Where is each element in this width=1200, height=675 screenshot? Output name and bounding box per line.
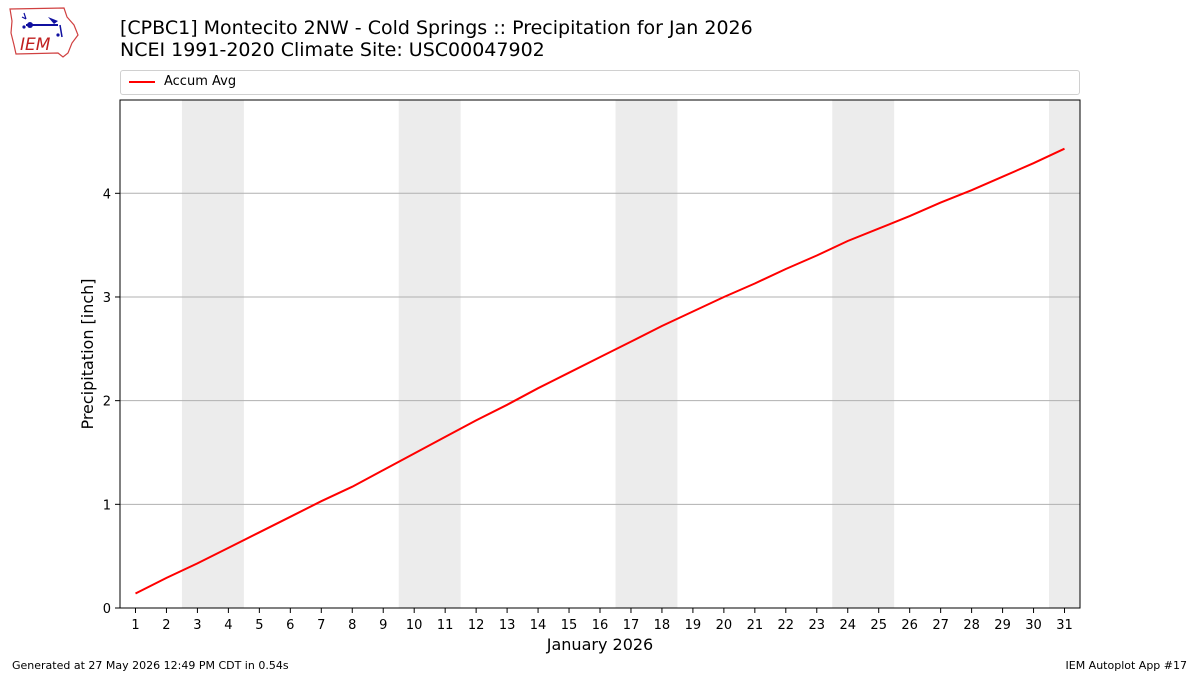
y-tick-label: 0 bbox=[103, 602, 111, 617]
y-axis-label: Precipitation [inch] bbox=[78, 278, 97, 429]
x-tick-label: 6 bbox=[286, 618, 294, 633]
weekend-band bbox=[832, 100, 895, 608]
x-tick-label: 26 bbox=[901, 618, 918, 633]
x-tick-label: 8 bbox=[348, 618, 356, 633]
legend-label: Accum Avg bbox=[164, 74, 237, 89]
chart-subtitle: NCEI 1991-2020 Climate Site: USC00047902 bbox=[120, 39, 545, 61]
x-tick-label: 5 bbox=[255, 618, 263, 633]
iem-logo: IEM bbox=[9, 7, 79, 58]
legend-swatch bbox=[129, 81, 155, 83]
x-tick-label: 15 bbox=[561, 618, 578, 633]
weekend-band bbox=[615, 100, 678, 608]
x-tick-label: 12 bbox=[468, 618, 485, 633]
x-tick-label: 10 bbox=[406, 618, 423, 633]
x-tick-label: 22 bbox=[778, 618, 795, 633]
x-tick-label: 30 bbox=[1025, 618, 1042, 633]
x-tick-label: 28 bbox=[963, 618, 980, 633]
x-tick-label: 17 bbox=[623, 618, 640, 633]
x-tick-label: 9 bbox=[379, 618, 387, 633]
y-tick-label: 1 bbox=[103, 498, 111, 513]
x-tick-label: 29 bbox=[994, 618, 1011, 633]
x-tick-label: 11 bbox=[437, 618, 454, 633]
x-tick-label: 7 bbox=[317, 618, 325, 633]
weekend-band bbox=[398, 100, 461, 608]
x-tick-label: 13 bbox=[499, 618, 516, 633]
x-tick-label: 24 bbox=[839, 618, 856, 633]
app-label: IEM Autoplot App #17 bbox=[1065, 659, 1188, 672]
weekend-band bbox=[181, 100, 244, 608]
x-tick-label: 27 bbox=[932, 618, 949, 633]
x-tick-label: 3 bbox=[193, 618, 201, 633]
x-tick-label: 4 bbox=[224, 618, 232, 633]
x-tick-label: 31 bbox=[1056, 618, 1073, 633]
weekend-band bbox=[1049, 100, 1080, 608]
logo-text: IEM bbox=[20, 35, 51, 55]
y-tick-label: 4 bbox=[103, 187, 111, 202]
chart-title: [CPBC1] Montecito 2NW - Cold Springs :: … bbox=[120, 17, 753, 39]
generated-timestamp: Generated at 27 May 2026 12:49 PM CDT in… bbox=[12, 659, 289, 672]
x-tick-label: 19 bbox=[685, 618, 702, 633]
x-axis-label: January 2026 bbox=[546, 635, 653, 654]
y-tick-label: 3 bbox=[103, 291, 111, 306]
legend: Accum Avg bbox=[120, 70, 1080, 95]
x-tick-label: 1 bbox=[131, 618, 139, 633]
x-tick-label: 16 bbox=[592, 618, 609, 633]
plot-frame bbox=[119, 99, 1081, 609]
y-tick-label: 2 bbox=[103, 395, 111, 410]
x-tick-label: 23 bbox=[809, 618, 826, 633]
x-tick-label: 14 bbox=[530, 618, 547, 633]
x-tick-label: 25 bbox=[870, 618, 887, 633]
x-tick-label: 20 bbox=[716, 618, 733, 633]
x-tick-label: 21 bbox=[747, 618, 764, 633]
x-tick-label: 18 bbox=[654, 618, 671, 633]
series-line bbox=[135, 147, 1065, 595]
x-tick-label: 2 bbox=[162, 618, 170, 633]
